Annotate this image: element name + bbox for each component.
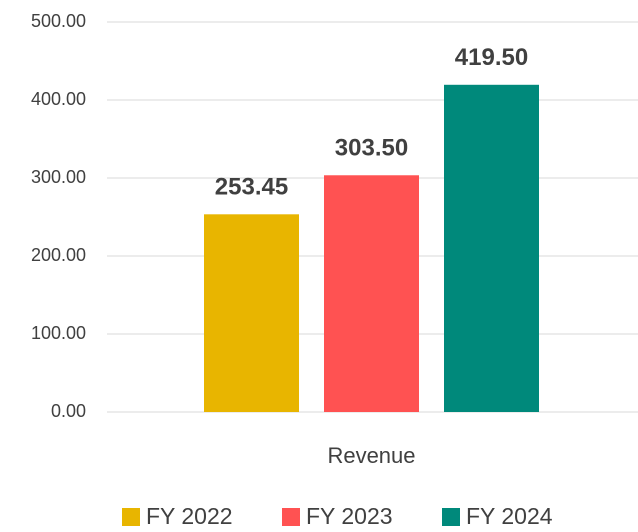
y-tick-label: 100.00 [31,323,86,343]
data-label: 419.50 [455,44,528,71]
y-tick-label: 300.00 [31,167,86,187]
x-tick-label: Revenue [327,443,415,468]
legend-label: FY 2023 [306,503,393,529]
y-tick-label: 500.00 [31,11,86,31]
y-tick-label: 200.00 [31,245,86,265]
bar [204,214,299,412]
bar [324,175,419,412]
legend-label: FY 2024 [466,503,553,529]
bar [444,84,539,412]
legend-swatch [282,508,300,526]
legend-swatch [442,508,460,526]
data-label: 303.50 [335,135,408,162]
y-tick-label: 400.00 [31,89,86,109]
legend-swatch [122,508,140,526]
y-tick-label: 0.00 [51,401,86,421]
legend-label: FY 2022 [146,503,233,529]
data-label: 253.45 [215,174,288,201]
